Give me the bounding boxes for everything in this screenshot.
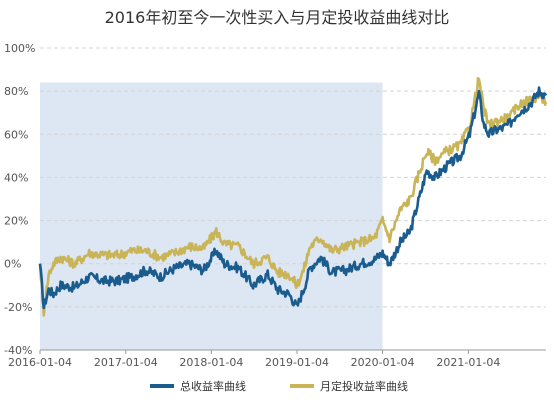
x-tick-label: 2019-01-04 (265, 356, 329, 369)
y-tick-label: -40% (4, 344, 32, 357)
y-tick-label: 0% (4, 258, 21, 271)
series-lines (38, 77, 548, 317)
y-tick-label: 100% (4, 42, 35, 55)
y-tick-label: 60% (4, 128, 28, 141)
shaded-region (40, 82, 383, 350)
x-tick-label: 2017-01-04 (94, 356, 158, 369)
y-tick-label: 80% (4, 85, 28, 98)
shaded-area (40, 82, 383, 350)
legend: 总收益率曲线 月定投收益率曲线 (150, 379, 408, 393)
legend-label: 总收益率曲线 (180, 379, 246, 393)
x-tick-label: 2021-01-04 (436, 356, 500, 369)
y-tick-label: 20% (4, 215, 28, 228)
total-return-line (38, 86, 548, 310)
legend-label: 月定投收益率曲线 (320, 379, 408, 393)
monthly-investment-return-line (38, 77, 548, 317)
axes: -40% -20% 0% 20% 40% 60% 80% 100% 2016-01-04 2017… (4, 42, 546, 369)
x-tick-label: 2018-01-04 (179, 356, 243, 369)
y-tick-label: -20% (4, 301, 32, 314)
y-tick-label: 40% (4, 171, 28, 184)
chart-title: 2016年初至今一次性买入与月定投收益曲线对比 (104, 8, 450, 27)
x-tick-label: 2016-01-04 (8, 356, 72, 369)
x-tick-label: 2020-01-04 (351, 356, 415, 369)
